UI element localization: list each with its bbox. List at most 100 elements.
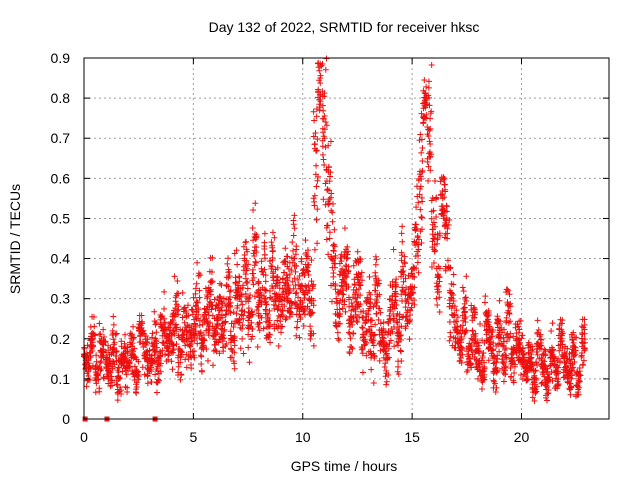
data-point: [504, 330, 511, 337]
data-point: [245, 317, 252, 324]
data-point: [386, 340, 393, 347]
data-point: [293, 243, 300, 250]
data-point: [427, 149, 434, 156]
data-point: [170, 317, 177, 324]
data-point: [467, 360, 474, 367]
data-point: [303, 265, 310, 272]
data-point: [314, 136, 321, 143]
data-point: [207, 299, 214, 306]
data-point: [119, 368, 126, 375]
data-point: [342, 272, 349, 279]
data-point: [225, 303, 232, 310]
data-point: [237, 345, 244, 352]
data-point: [208, 277, 215, 284]
data-point: [517, 372, 524, 379]
data-point: [316, 101, 323, 108]
data-point: [148, 364, 155, 371]
data-point: [535, 327, 542, 334]
data-point: [370, 379, 377, 386]
data-point: [458, 333, 465, 340]
data-point: [288, 267, 295, 274]
y-tick-label: 0.8: [51, 90, 71, 106]
data-point: [261, 295, 268, 302]
data-point: [463, 345, 470, 352]
data-point: [253, 231, 260, 238]
data-point: [469, 336, 476, 343]
data-point: [267, 339, 274, 346]
data-point: [227, 309, 234, 316]
data-point: [390, 317, 397, 324]
data-point: [411, 238, 418, 245]
data-point: [93, 380, 100, 387]
data-point: [265, 323, 272, 330]
data-point: [283, 315, 290, 322]
data-point: [155, 370, 162, 377]
data-point: [507, 303, 514, 310]
data-point: [314, 206, 321, 213]
data-point: [192, 285, 199, 292]
data-point: [245, 325, 252, 332]
data-point: [327, 194, 334, 201]
data-point: [398, 348, 405, 355]
data-point: [269, 248, 276, 255]
data-point: [341, 225, 348, 232]
data-point: [105, 373, 112, 380]
data-point: [153, 357, 160, 364]
data-point: [468, 341, 475, 348]
data-point: [334, 329, 341, 336]
data-point: [210, 332, 217, 339]
data-point: [292, 302, 299, 309]
data-point: [298, 255, 305, 262]
data-point: [275, 303, 282, 310]
data-point: [207, 319, 214, 326]
data-point: [166, 337, 173, 344]
data-point: [249, 326, 256, 333]
data-point: [191, 348, 198, 355]
data-point: [358, 346, 365, 353]
data-point: [570, 329, 577, 336]
data-point: [99, 348, 106, 355]
data-point: [576, 364, 583, 371]
data-point: [433, 214, 440, 221]
data-point: [398, 230, 405, 237]
data-point: [286, 271, 293, 278]
data-point: [418, 110, 425, 117]
data-point: [343, 281, 350, 288]
data-point: [366, 289, 373, 296]
data-point: [544, 390, 551, 397]
data-point: [253, 244, 260, 251]
data-point: [251, 252, 258, 259]
data-point: [574, 391, 581, 398]
data-point: [374, 293, 381, 300]
data-point: [228, 320, 235, 327]
data-point: [435, 273, 442, 280]
data-point: [407, 316, 414, 323]
data-point: [172, 298, 179, 305]
data-point: [262, 278, 269, 285]
data-point: [289, 278, 296, 285]
data-point: [337, 255, 344, 262]
data-point: [394, 368, 401, 375]
data-point: [576, 378, 583, 385]
data-point: [292, 268, 299, 275]
data-point: [447, 264, 454, 271]
y-tick-label: 0.5: [51, 210, 71, 226]
data-point: [433, 240, 440, 247]
data-point: [266, 334, 273, 341]
data-point: [109, 346, 116, 353]
data-point: [547, 362, 554, 369]
data-point: [211, 315, 218, 322]
data-point: [325, 163, 332, 170]
data-point: [261, 230, 268, 237]
data-point: [212, 305, 219, 312]
data-point: [370, 342, 377, 349]
data-point: [205, 284, 212, 291]
data-point: [262, 272, 269, 279]
data-point: [403, 284, 410, 291]
data-point: [481, 299, 488, 306]
data-point: [469, 328, 476, 335]
data-point: [473, 360, 480, 367]
data-point: [481, 322, 488, 329]
data-point: [307, 312, 314, 319]
data-point: [423, 83, 430, 90]
